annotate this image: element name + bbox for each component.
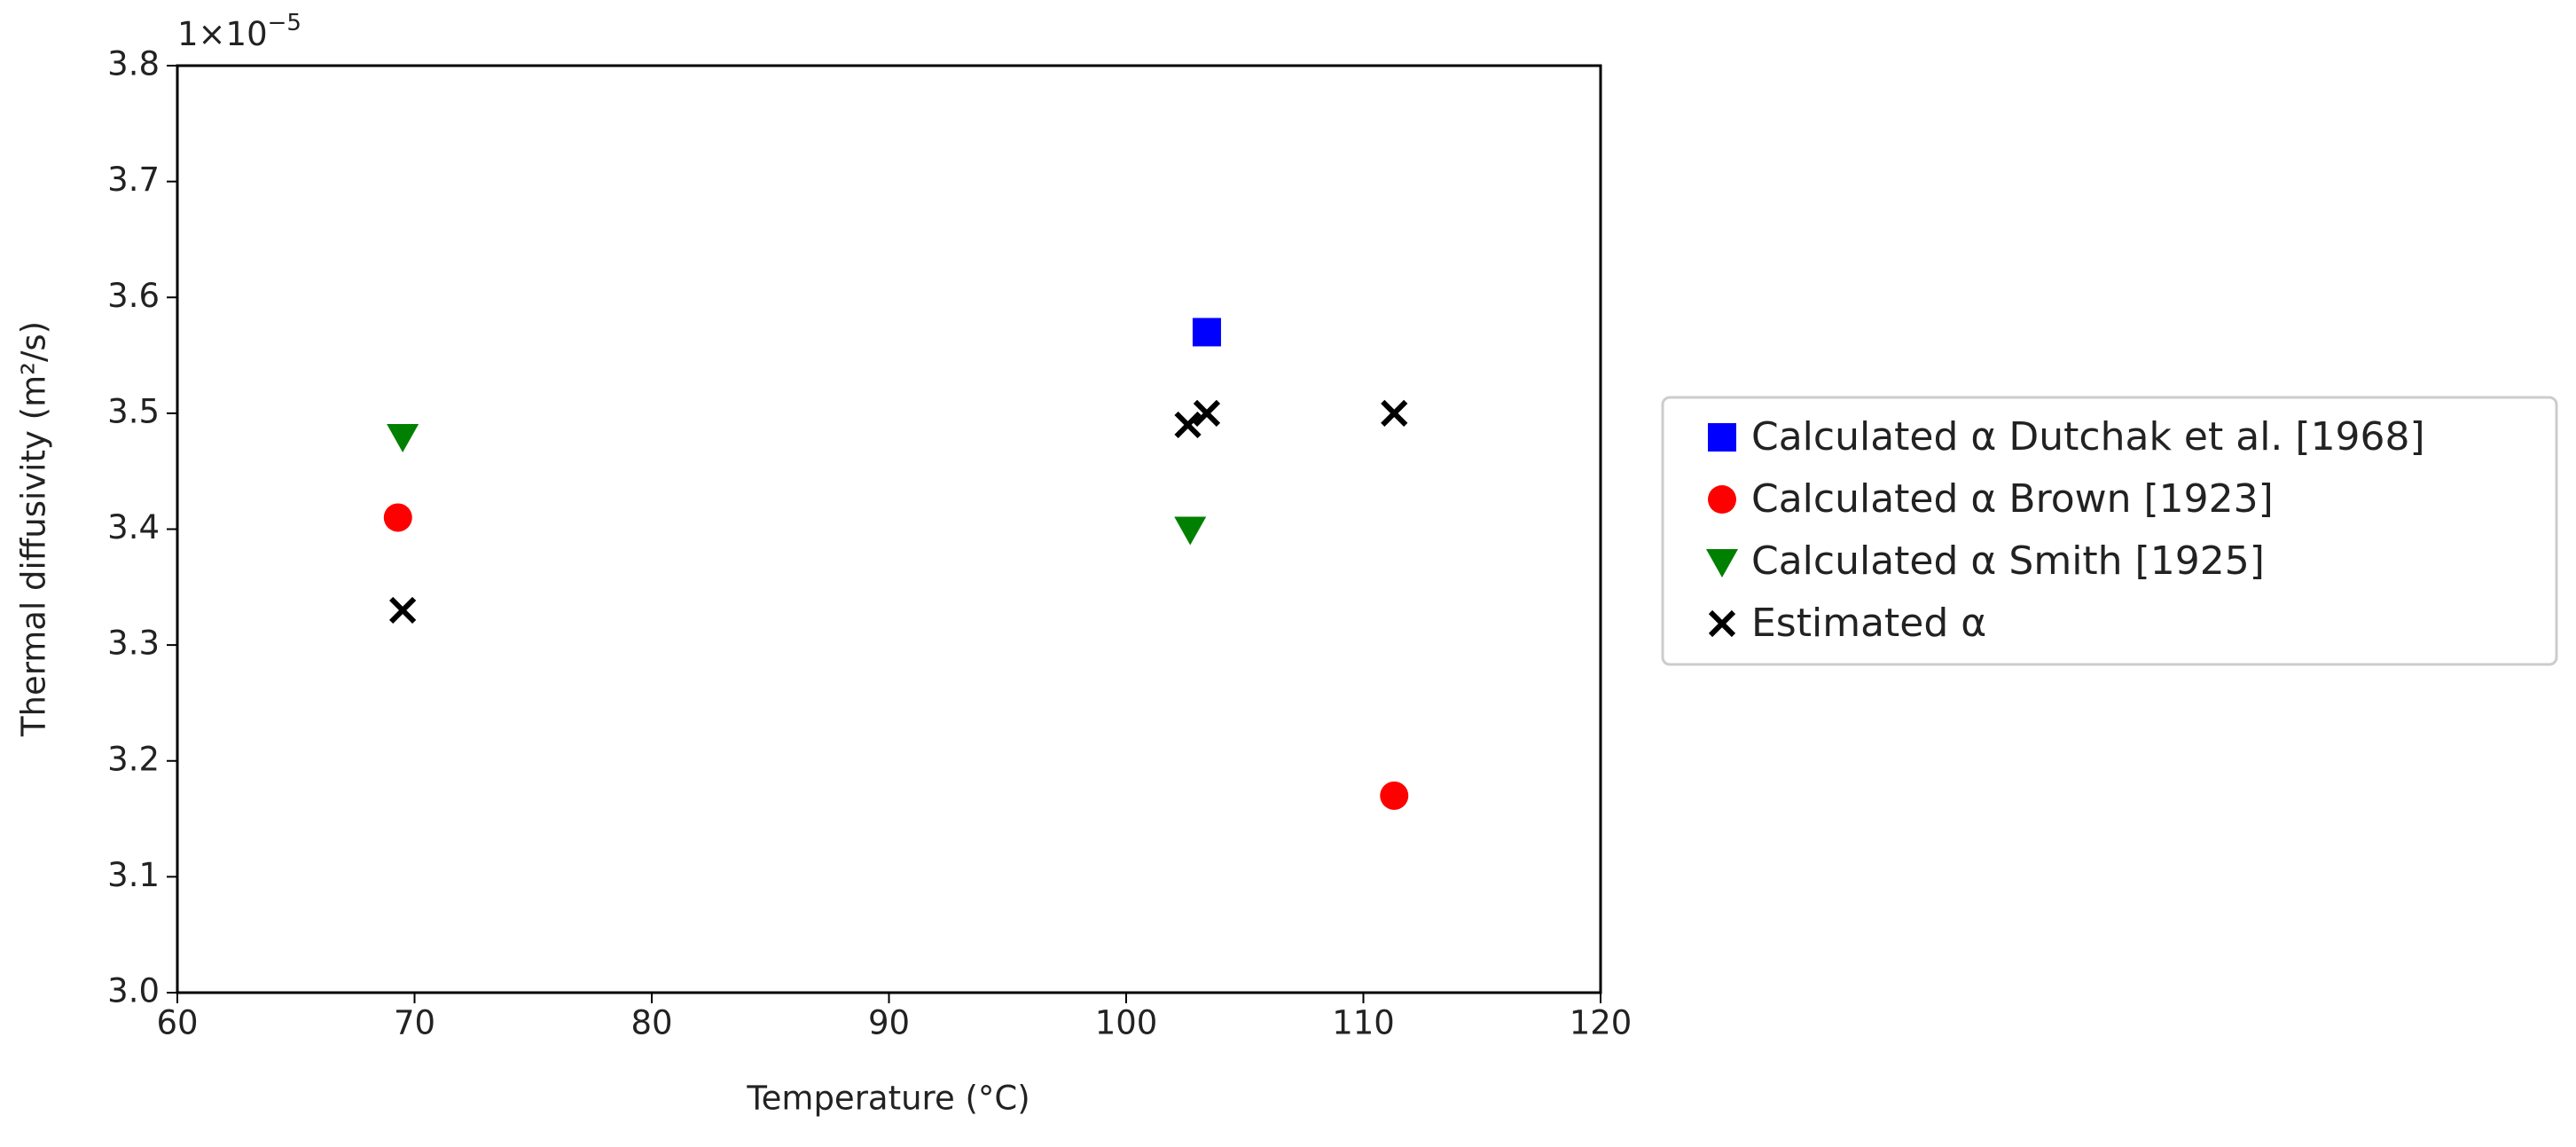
legend: Calculated α Dutchak et al. [1968] Calcul… (1706, 414, 2425, 646)
legend-label: Calculated α Smith [1925] (1751, 538, 2265, 584)
legend-label: Estimated α (1751, 601, 1986, 646)
y-tick-label: 3.6 (107, 277, 160, 315)
y-offset-text: 1×10−5 (177, 10, 301, 53)
data-point (1174, 516, 1207, 546)
y-axis-label: Thermal diffusivity (m²/s) (15, 321, 53, 737)
y-tick-label: 3.7 (107, 161, 160, 199)
y-tick-label: 3.0 (107, 972, 160, 1010)
x-axis-label: Temperature (°C) (746, 1080, 1030, 1118)
legend-marker (1708, 485, 1736, 514)
x-tick-label: 110 (1332, 1004, 1395, 1042)
x-tick-label: 100 (1095, 1004, 1158, 1042)
y-tick-label: 3.2 (107, 740, 160, 778)
data-point (1174, 411, 1202, 439)
y-tick-label: 3.1 (107, 856, 160, 894)
offset-exponent: −5 (268, 10, 301, 36)
data-point (389, 596, 417, 625)
y-tick-label: 3.3 (107, 625, 160, 663)
data-point (1381, 399, 1408, 427)
y-tick-label: 3.4 (107, 508, 160, 546)
offset-base: 1×10 (177, 15, 268, 53)
x-tick-label: 90 (868, 1004, 910, 1042)
legend-marker (1708, 609, 1736, 638)
data-point (387, 424, 419, 452)
x-tick-label: 120 (1570, 1004, 1633, 1042)
y-tick-label: 3.8 (107, 45, 160, 83)
data-point (1380, 781, 1409, 810)
legend-marker (1708, 423, 1736, 452)
data-point (1193, 399, 1221, 427)
legend-box (1661, 396, 2558, 666)
x-tick-label: 70 (394, 1004, 435, 1042)
legend-label: Calculated α Brown [1923] (1751, 476, 2274, 522)
legend-label: Calculated α Dutchak et al. [1968] (1751, 414, 2425, 460)
y-tick-label: 3.5 (107, 392, 160, 430)
legend-marker (1706, 549, 1738, 577)
data-point (1192, 318, 1221, 347)
data-point (383, 503, 412, 532)
x-tick-label: 80 (630, 1004, 672, 1042)
x-tick-label: 60 (156, 1004, 198, 1042)
